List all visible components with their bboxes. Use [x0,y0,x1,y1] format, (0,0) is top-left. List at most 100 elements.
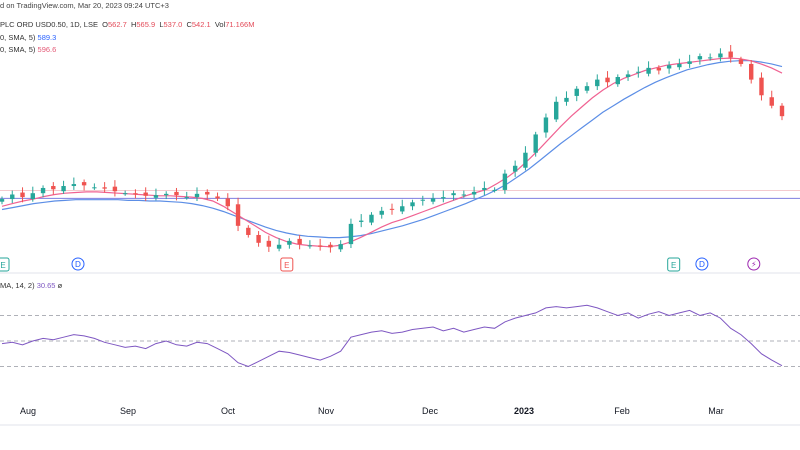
rsi-value: 30.65 [36,281,56,290]
event-marker-earnings[interactable]: E [280,257,294,272]
candle-body [246,227,251,235]
candle-body [769,97,774,106]
published-text: d on TradingView.com, Mar 20, 2023 09:24… [0,1,169,10]
high-label: H [130,20,137,29]
candle-body [317,245,323,247]
candle-body [359,220,364,222]
candle-body [92,187,97,189]
rsi-panel [0,304,800,368]
candle-body [441,197,446,199]
sma2-line: 0, SMA, 5) 596.6 [0,45,56,54]
split-icon [747,257,761,271]
candle-body [184,197,189,199]
event-label: E [0,261,5,270]
x-tick-label: Aug [20,406,36,416]
open-value: 562.7 [107,20,127,29]
sma2-label: 0, SMA, 5) [0,45,36,54]
x-tick-label: 2023 [514,406,534,416]
candle-body [512,165,518,172]
candle-body [430,198,436,202]
candle-body [646,67,651,74]
candle-body [287,240,292,245]
candle-body [338,244,343,250]
candle-body [61,186,66,192]
candle-body [40,187,46,194]
sma1-line: 0, SMA, 5) 589.3 [0,33,56,42]
event-markers[interactable]: E D E E D ⚡ [0,257,761,272]
rsi-label: MA, 14, 2) [0,281,35,290]
event-label: E [284,261,289,270]
candle-body [564,97,569,102]
candle-body [10,194,15,200]
close-label: C [186,20,192,29]
event-label: E [671,261,676,270]
candle-body [482,187,487,190]
event-marker-earnings[interactable]: E [667,257,681,272]
event-marker-split[interactable]: ⚡ [747,257,761,271]
event-label: D [75,260,81,269]
x-axis: Aug Sep Oct Nov Dec 2023 Feb Mar [20,406,724,416]
event-marker-dividend[interactable]: D [695,257,709,271]
candle-body [369,214,374,223]
vol-value: 71.166M [225,20,255,29]
candle-body [554,101,559,120]
candle-body [595,79,600,87]
event-label: D [699,260,705,269]
close-value: 542.1 [191,20,211,29]
candle-body [759,77,764,96]
rsi-legend: MA, 14, 2) 30.65 ø [0,281,62,290]
candle-body [122,193,128,195]
candle-body [30,193,35,200]
candle-body [605,77,610,83]
published-line: d on TradingView.com, Mar 20, 2023 09:24… [0,1,169,10]
x-tick-label: Sep [120,406,136,416]
candle-body [0,199,5,202]
candle-body [574,88,579,96]
candle-body [461,194,467,196]
candle-body [266,240,272,247]
x-tick-label: Oct [221,406,236,416]
x-tick-label: Nov [318,406,335,416]
candle-body [584,86,590,91]
candle-body [471,191,477,195]
candle-body [194,193,200,198]
candle-body [451,193,456,196]
sma-lines [1,57,783,248]
candle-body [543,117,549,133]
candle-body [615,77,620,85]
candle-body [51,186,56,190]
symbol-text: PLC ORD USD0.50, 1D, LSE [0,20,98,29]
dividend-icon [695,257,709,271]
candle-body [112,186,118,192]
open-label: O [102,20,108,29]
candle-body [205,191,210,195]
candle-body [133,193,138,195]
candle-body [400,206,405,212]
candle-body [533,134,538,153]
candle-body [666,65,672,69]
candle-body [215,196,220,199]
sma2-value: 596.6 [37,45,57,54]
candle-body [153,195,159,198]
event-marker-earnings[interactable]: E [0,257,10,272]
candle-body [174,191,179,196]
low-value: 537.0 [163,20,183,29]
candle-body [492,189,497,191]
candle-body [276,244,282,249]
candle-body [749,63,754,80]
grid-lines [0,190,800,426]
candle-body [328,244,333,248]
candle-body [379,210,384,215]
event-marker-dividend[interactable]: D [71,257,85,271]
candle-body [718,53,723,58]
sma-slow-line [1,60,783,239]
candle-body [656,67,662,71]
candle-body [20,192,25,198]
candle-body [102,187,107,189]
x-tick-label: Dec [422,406,439,416]
sma1-value: 589.3 [37,33,57,42]
candle-body [143,192,148,196]
candle-body [779,105,785,117]
x-tick-label: Feb [614,406,630,416]
